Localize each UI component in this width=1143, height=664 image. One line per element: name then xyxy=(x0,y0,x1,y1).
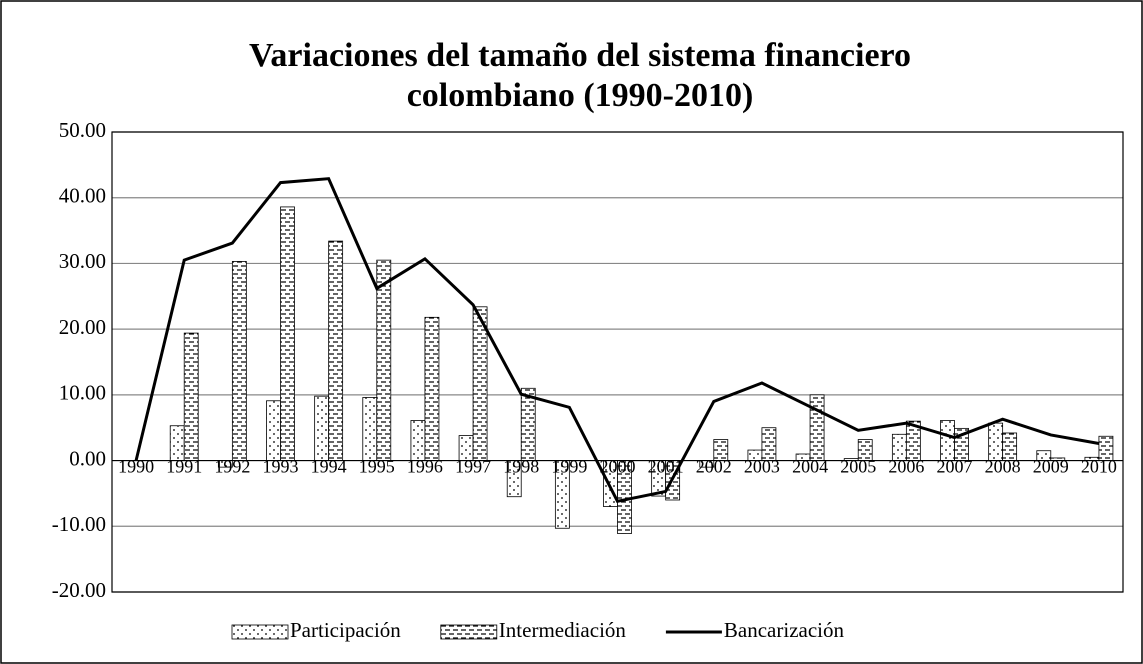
x-tick-label: 2009 xyxy=(1033,457,1069,477)
x-tick-label: 1993 xyxy=(263,457,299,477)
legend-label: Participación xyxy=(290,618,401,642)
bar xyxy=(520,387,536,461)
bar xyxy=(761,427,777,461)
chart-title: Variaciones del tamaño del sistema finan… xyxy=(249,37,911,114)
bar xyxy=(266,400,281,461)
x-tick-label: 1997 xyxy=(455,457,491,477)
x-tick-label: 2000 xyxy=(600,457,636,477)
x-tick-label: 1996 xyxy=(407,457,443,477)
bar xyxy=(940,420,955,461)
y-tick-label: 0.00 xyxy=(69,446,106,470)
bar xyxy=(231,261,247,461)
y-tick-label: -20.00 xyxy=(52,578,106,602)
y-tick-label: -10.00 xyxy=(52,512,106,536)
line-series xyxy=(134,177,1100,504)
x-tick-label: 1990 xyxy=(118,457,154,477)
bar xyxy=(410,420,426,461)
bar xyxy=(362,397,378,461)
x-tick-label: 1999 xyxy=(551,457,587,477)
bar xyxy=(280,206,295,461)
bar xyxy=(809,394,825,461)
plot-border xyxy=(111,131,1124,593)
x-tick-label: 1995 xyxy=(359,457,395,477)
bar xyxy=(328,240,344,461)
x-tick-label: 1994 xyxy=(311,457,347,477)
x-tick-label: 2010 xyxy=(1081,457,1117,477)
x-tick-label: 2002 xyxy=(696,457,732,477)
legend-swatch xyxy=(440,624,498,640)
x-tick-label: 1991 xyxy=(166,457,202,477)
x-tick-label: 2004 xyxy=(792,457,828,477)
y-tick-label: 30.00 xyxy=(59,249,106,273)
bar xyxy=(988,422,1004,461)
legend-label: Bancarización xyxy=(724,618,845,642)
x-tick-label: 2008 xyxy=(985,457,1021,477)
bar xyxy=(314,395,330,461)
x-tick-label: 2003 xyxy=(744,457,780,477)
y-tick-label: 50.00 xyxy=(59,118,106,142)
bar xyxy=(183,332,199,461)
legend-swatch xyxy=(231,624,289,640)
x-tick-label: 2007 xyxy=(937,457,973,477)
x-tick-label: 1998 xyxy=(503,457,539,477)
x-tick-label: 2005 xyxy=(840,457,876,477)
y-tick-label: 20.00 xyxy=(59,315,106,339)
bar xyxy=(169,425,185,461)
bar xyxy=(376,259,392,461)
y-tick-label: 10.00 xyxy=(59,381,106,405)
legend-label: Intermediación xyxy=(499,618,627,642)
x-tick-label: 2006 xyxy=(888,457,924,477)
bar xyxy=(424,316,440,461)
y-tick-label: 40.00 xyxy=(59,184,106,208)
x-tick-label: 1992 xyxy=(214,457,250,477)
